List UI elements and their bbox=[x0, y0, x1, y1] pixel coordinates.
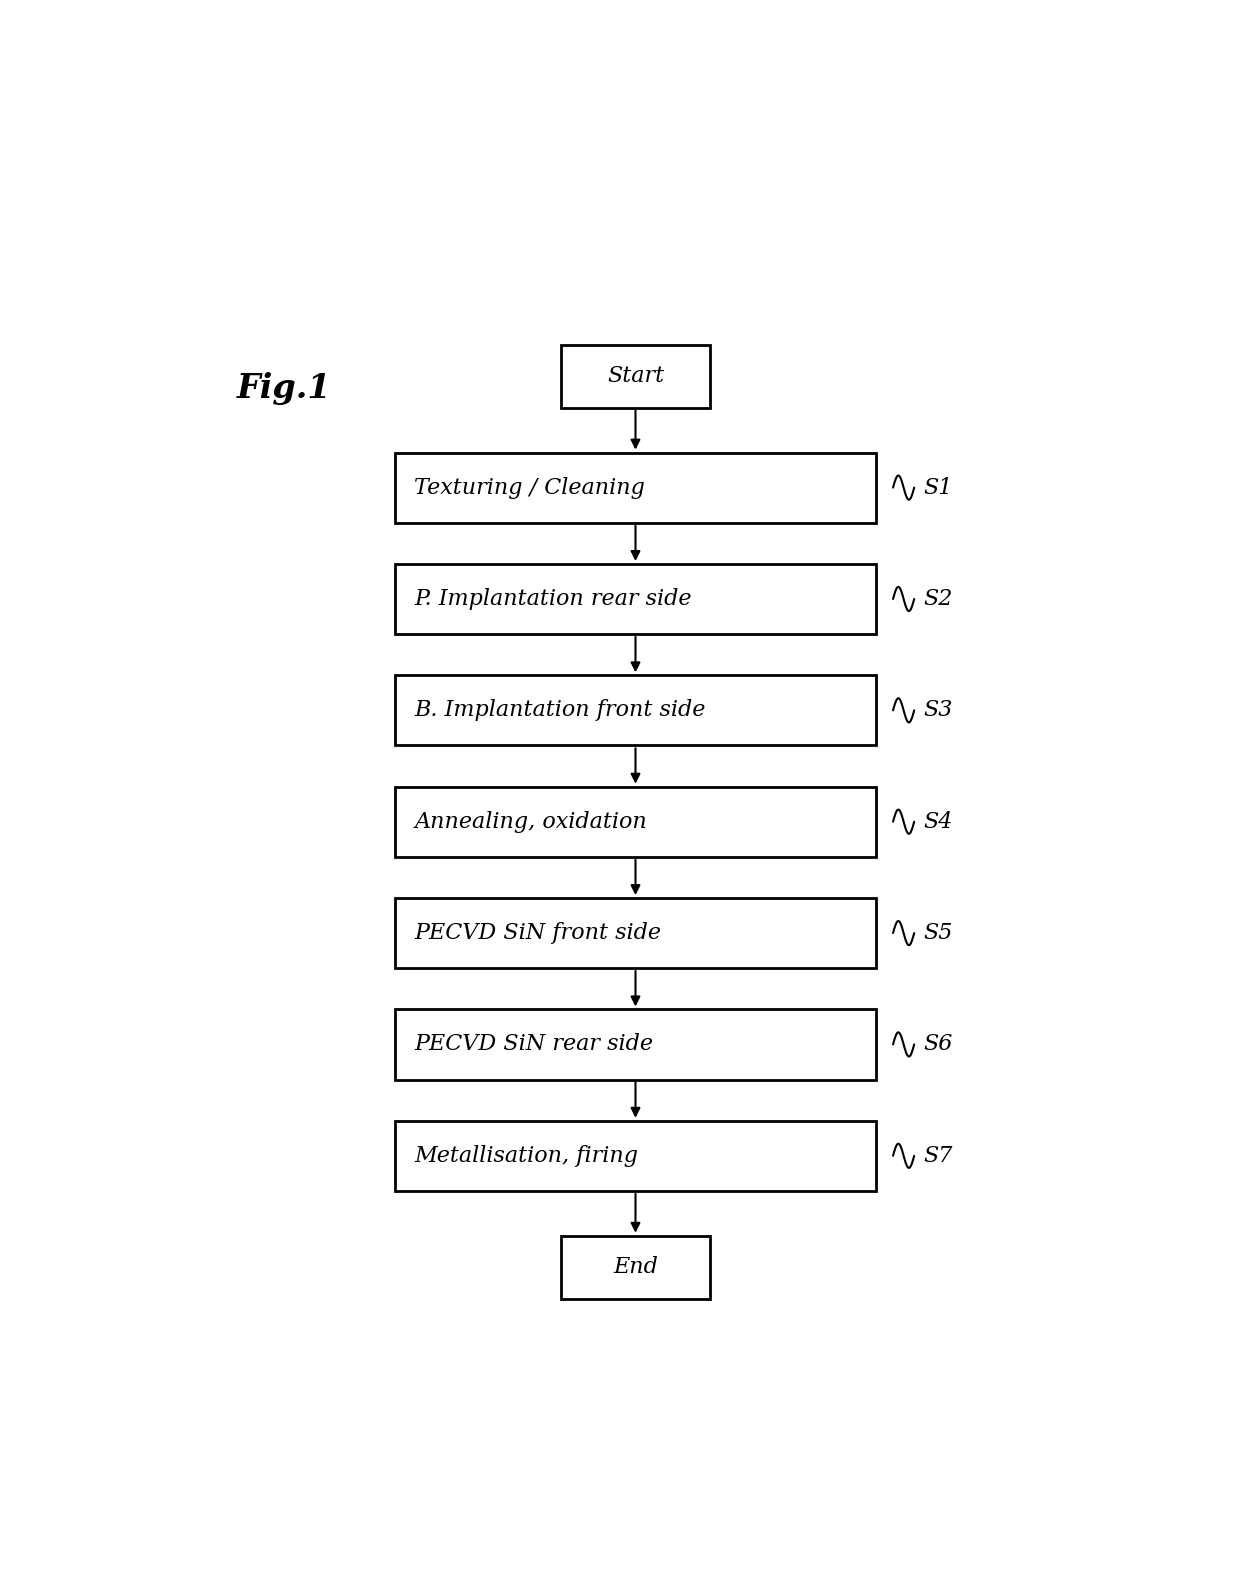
Text: Metallisation, firing: Metallisation, firing bbox=[414, 1144, 639, 1166]
Text: S4: S4 bbox=[924, 811, 954, 833]
Text: Texturing / Cleaning: Texturing / Cleaning bbox=[414, 476, 645, 498]
Text: PECVD SiN front side: PECVD SiN front side bbox=[414, 923, 661, 945]
FancyBboxPatch shape bbox=[396, 676, 875, 745]
FancyBboxPatch shape bbox=[560, 1236, 711, 1298]
Text: S7: S7 bbox=[924, 1144, 954, 1166]
Text: End: End bbox=[613, 1256, 658, 1278]
FancyBboxPatch shape bbox=[396, 898, 875, 968]
Text: PECVD SiN rear side: PECVD SiN rear side bbox=[414, 1033, 653, 1055]
FancyBboxPatch shape bbox=[560, 344, 711, 407]
FancyBboxPatch shape bbox=[396, 453, 875, 523]
Text: Annealing, oxidation: Annealing, oxidation bbox=[414, 811, 647, 833]
FancyBboxPatch shape bbox=[396, 1009, 875, 1080]
Text: Start: Start bbox=[606, 365, 665, 387]
Text: S3: S3 bbox=[924, 700, 954, 722]
FancyBboxPatch shape bbox=[396, 786, 875, 857]
Text: Fig.1: Fig.1 bbox=[237, 373, 331, 406]
Text: S2: S2 bbox=[924, 588, 954, 610]
FancyBboxPatch shape bbox=[396, 564, 875, 634]
Text: P. Implantation rear side: P. Implantation rear side bbox=[414, 588, 692, 610]
Text: S6: S6 bbox=[924, 1033, 954, 1055]
FancyBboxPatch shape bbox=[396, 1121, 875, 1192]
Text: S1: S1 bbox=[924, 476, 954, 498]
Text: B. Implantation front side: B. Implantation front side bbox=[414, 700, 706, 722]
Text: S5: S5 bbox=[924, 923, 954, 945]
